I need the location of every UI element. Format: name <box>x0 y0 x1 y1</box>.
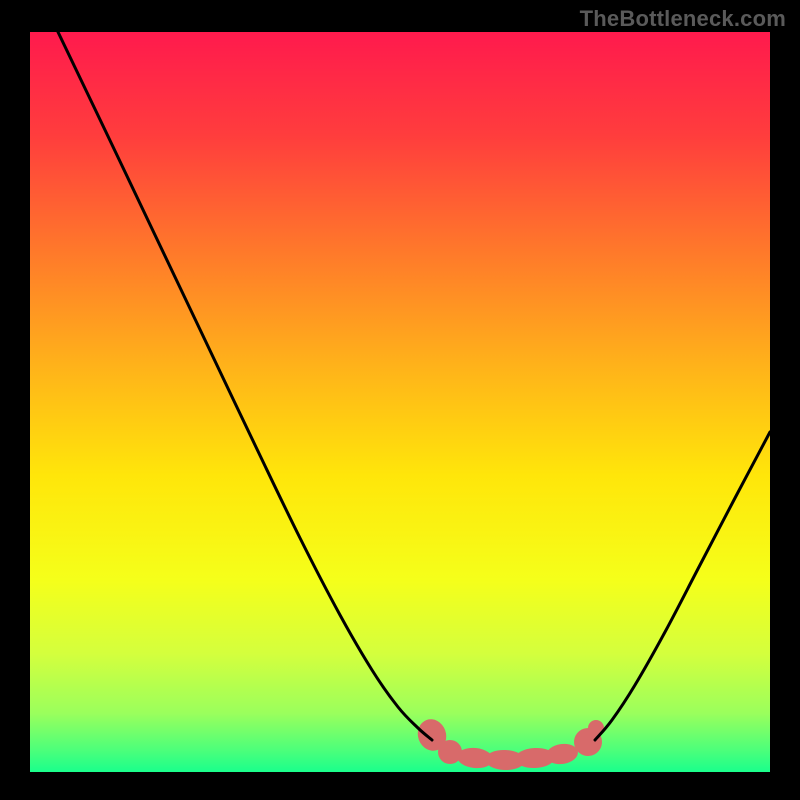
plot-area <box>30 32 770 772</box>
watermark-text: TheBottleneck.com <box>580 6 786 32</box>
curve-layer <box>30 32 770 772</box>
chart-frame: TheBottleneck.com <box>0 0 800 800</box>
left-curve <box>58 32 432 740</box>
right-curve <box>595 432 770 740</box>
highlight-blobs <box>413 715 607 771</box>
